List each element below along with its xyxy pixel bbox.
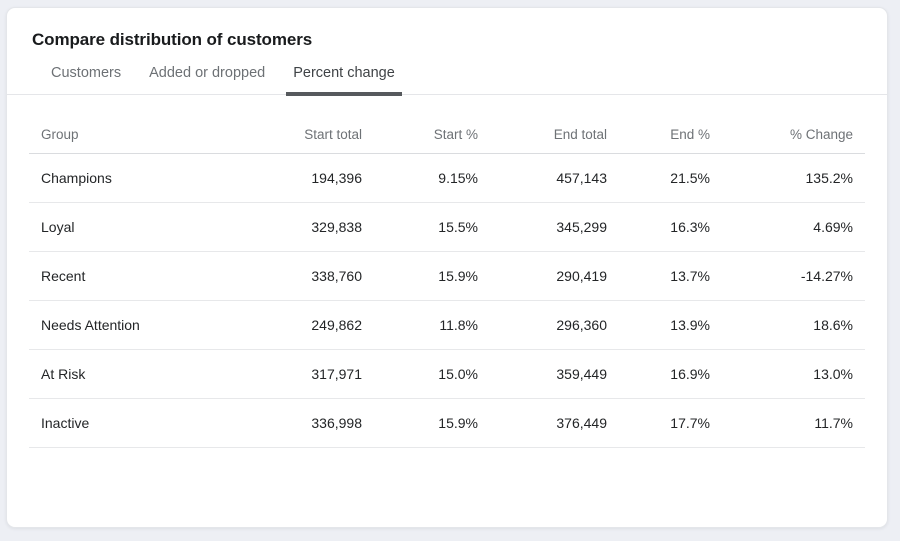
tab-customers[interactable]: Customers <box>44 59 128 94</box>
start-total-cell: 194,396 <box>311 170 362 186</box>
pct-change-cell: 18.6% <box>813 317 853 333</box>
end-pct-cell: 17.7% <box>670 415 710 431</box>
start-total-cell: 329,838 <box>311 219 362 235</box>
end-total-cell: 376,449 <box>556 415 607 431</box>
end-total-cell: 457,143 <box>556 170 607 186</box>
end-pct-cell: 16.9% <box>670 366 710 382</box>
start-pct-cell: 15.9% <box>438 415 478 431</box>
column-header-group: Group <box>41 127 79 142</box>
start-pct-cell: 11.8% <box>439 317 478 333</box>
group-cell: Loyal <box>41 219 75 235</box>
start-total-cell: 249,862 <box>311 317 362 333</box>
table-row-champions: Champions 194,396 9.15% 457,143 21.5% 13… <box>29 154 865 203</box>
table-row-at-risk: At Risk 317,971 15.0% 359,449 16.9% 13.0… <box>29 350 865 399</box>
group-cell: Inactive <box>41 415 90 431</box>
pct-change-cell: -14.27% <box>800 268 853 284</box>
start-total-cell: 336,998 <box>311 415 362 431</box>
page-title: Compare distribution of customers <box>32 30 313 49</box>
start-total-cell: 317,971 <box>311 366 362 382</box>
end-pct-cell: 21.5% <box>670 170 710 186</box>
group-cell: Recent <box>41 268 86 284</box>
group-cell: At Risk <box>41 366 86 382</box>
end-total-cell: 345,299 <box>556 219 607 235</box>
end-total-cell: 296,360 <box>556 317 607 333</box>
group-cell: Needs Attention <box>41 317 140 333</box>
table-header-row: Group Start total Start % End total End … <box>29 95 865 154</box>
group-cell: Champions <box>41 170 112 186</box>
end-pct-cell: 16.3% <box>670 219 710 235</box>
start-pct-cell: 15.9% <box>438 268 478 284</box>
tab-added-or-dropped[interactable]: Added or dropped <box>142 59 272 94</box>
compare-distribution-card: Compare distribution of customers Custom… <box>6 7 888 528</box>
table-row-loyal: Loyal 329,838 15.5% 345,299 16.3% 4.69% <box>29 203 865 252</box>
end-total-cell: 359,449 <box>556 366 607 382</box>
pct-change-cell: 13.0% <box>813 366 853 382</box>
end-pct-cell: 13.9% <box>670 317 710 333</box>
column-header-pct-change: % Change <box>789 127 853 142</box>
column-header-end-total: End total <box>553 127 607 142</box>
table-row-needs-attention: Needs Attention 249,862 11.8% 296,360 13… <box>29 301 865 350</box>
column-header-start-total: Start total <box>304 127 362 142</box>
start-pct-cell: 15.0% <box>438 366 478 382</box>
start-pct-cell: 15.5% <box>438 219 478 235</box>
column-header-start-pct: Start % <box>433 127 478 142</box>
table-row-recent: Recent 338,760 15.9% 290,419 13.7% -14.2… <box>29 252 865 301</box>
end-total-cell: 290,419 <box>556 268 607 284</box>
start-pct-cell: 9.15% <box>438 170 478 186</box>
column-header-end-pct: End % <box>670 127 710 142</box>
start-total-cell: 338,760 <box>311 268 362 284</box>
tab-percent-change[interactable]: Percent change <box>286 59 402 96</box>
end-pct-cell: 13.7% <box>670 268 710 284</box>
pct-change-cell: 135.2% <box>805 170 853 186</box>
tab-bar: Customers Added or dropped Percent chang… <box>7 59 887 96</box>
percent-change-table: Group Start total Start % End total End … <box>29 95 865 448</box>
pct-change-cell: 4.69% <box>813 219 853 235</box>
pct-change-cell: 11.7% <box>814 415 853 431</box>
table-row-inactive: Inactive 336,998 15.9% 376,449 17.7% 11.… <box>29 399 865 448</box>
